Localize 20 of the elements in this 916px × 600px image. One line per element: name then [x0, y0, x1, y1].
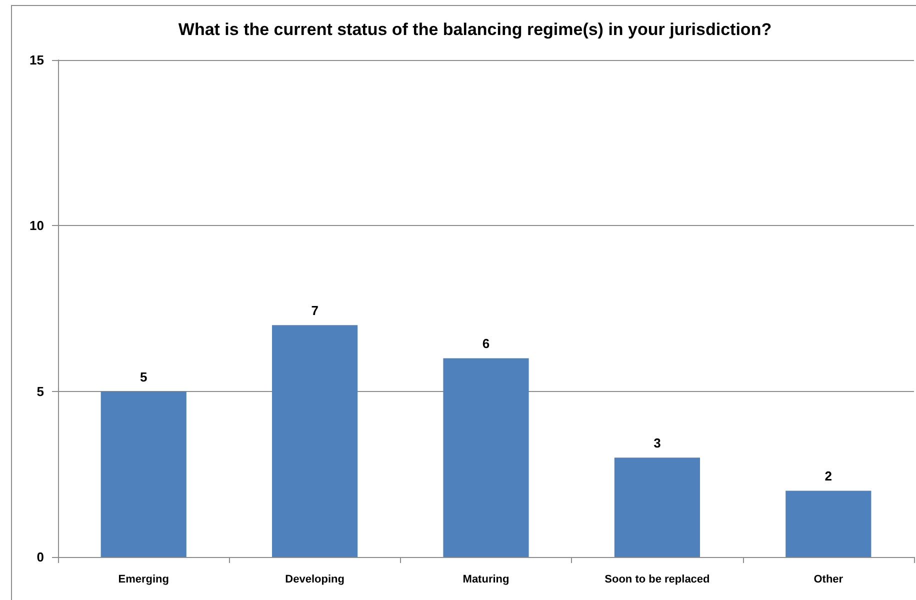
x-tick-label: Developing [285, 574, 344, 586]
x-tick-label: Emerging [118, 574, 169, 586]
bar [100, 391, 186, 557]
chart-title: What is the current status of the balancing regime(s) in your jurisdiction? [178, 20, 772, 39]
data-label: 2 [824, 468, 832, 484]
bar [443, 358, 529, 557]
data-label: 7 [311, 303, 318, 318]
y-tick-label: 15 [30, 52, 44, 68]
y-tick-label: 0 [36, 550, 44, 564]
bar [272, 325, 358, 557]
x-tick-label: Soon to be replaced [604, 574, 710, 586]
y-tick-label: 5 [36, 384, 44, 399]
x-tick-label: Maturing [462, 574, 510, 586]
data-label: 5 [140, 369, 148, 384]
data-label: 3 [654, 436, 661, 451]
bar [614, 458, 700, 557]
data-label: 6 [482, 336, 490, 352]
x-tick-label: Other [814, 574, 844, 586]
y-tick-label: 10 [30, 218, 44, 234]
bar [786, 490, 872, 557]
